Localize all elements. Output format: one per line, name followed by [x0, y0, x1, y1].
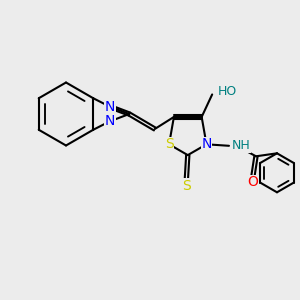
Text: HO: HO	[218, 85, 237, 98]
Text: S: S	[165, 137, 173, 151]
Text: N: N	[201, 137, 212, 151]
Text: N: N	[105, 114, 115, 128]
Text: O: O	[248, 176, 258, 189]
Text: NH: NH	[231, 139, 250, 152]
Text: S: S	[182, 179, 191, 193]
Text: N: N	[105, 100, 115, 114]
